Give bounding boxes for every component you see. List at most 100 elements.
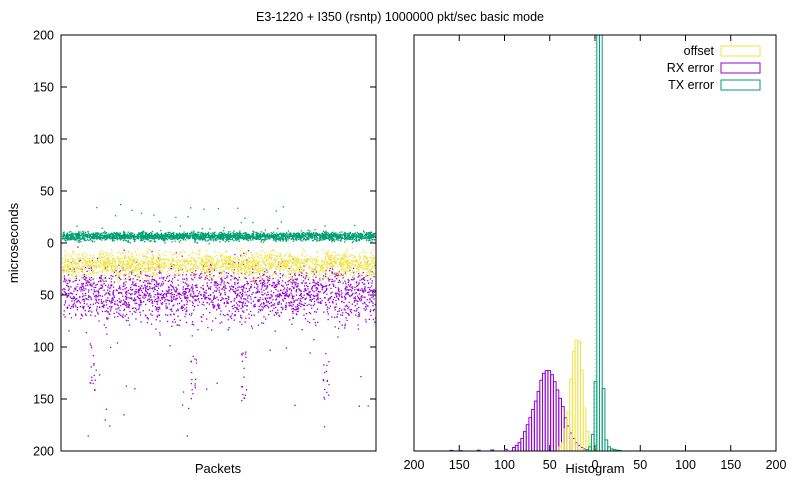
scatter-point bbox=[308, 293, 310, 295]
scatter-point bbox=[236, 270, 238, 272]
scatter-point bbox=[349, 266, 351, 268]
y-tick-label: 150 bbox=[33, 81, 54, 95]
scatter-point bbox=[228, 310, 230, 312]
scatter-point bbox=[148, 300, 150, 303]
scatter-point bbox=[281, 284, 283, 286]
scatter-point bbox=[373, 276, 375, 278]
scatter-point bbox=[152, 274, 155, 276]
scatter-point bbox=[269, 284, 271, 286]
scatter-point bbox=[224, 262, 226, 264]
scatter-point bbox=[62, 289, 64, 291]
scatter-point bbox=[102, 265, 104, 267]
scatter-point bbox=[307, 320, 309, 323]
scatter-point bbox=[297, 259, 300, 262]
scatter-point bbox=[276, 283, 278, 285]
scatter-point bbox=[205, 263, 207, 265]
scatter-point bbox=[360, 267, 363, 269]
scatter-point bbox=[324, 253, 326, 255]
scatter-point bbox=[295, 284, 297, 286]
scatter-point bbox=[93, 291, 95, 293]
scatter-point bbox=[314, 271, 316, 273]
scatter-point bbox=[240, 386, 243, 388]
scatter-point bbox=[284, 262, 286, 264]
scatter-point bbox=[181, 305, 183, 307]
scatter-point bbox=[192, 279, 194, 281]
scatter-point bbox=[317, 260, 319, 262]
scatter-point bbox=[124, 284, 126, 286]
scatter-point bbox=[89, 277, 91, 279]
scatter-point bbox=[292, 263, 294, 265]
scatter-point bbox=[254, 269, 256, 271]
scatter-point bbox=[247, 256, 250, 259]
scatter-point bbox=[223, 281, 225, 283]
scatter-point bbox=[277, 295, 280, 298]
scatter-point bbox=[154, 268, 156, 270]
scatter-point bbox=[106, 264, 109, 266]
scatter-point bbox=[117, 257, 119, 259]
scatter-point bbox=[167, 292, 169, 294]
scatter-point bbox=[357, 324, 359, 326]
scatter-point bbox=[122, 295, 124, 297]
scatter-point bbox=[270, 263, 273, 265]
scatter-point bbox=[179, 253, 181, 256]
scatter-point bbox=[272, 259, 275, 261]
scatter-point bbox=[302, 262, 304, 265]
scatter-point bbox=[115, 264, 117, 266]
scatter-point bbox=[296, 299, 299, 301]
scatter-point bbox=[254, 266, 256, 268]
scatter-point bbox=[121, 316, 124, 318]
scatter-point bbox=[112, 297, 114, 299]
scatter-point bbox=[79, 269, 81, 271]
scatter-point bbox=[363, 289, 365, 291]
scatter-point bbox=[267, 255, 269, 257]
scatter-point bbox=[372, 271, 375, 274]
scatter-point bbox=[63, 272, 65, 274]
scatter-point bbox=[191, 266, 194, 269]
scatter-point bbox=[138, 268, 140, 270]
scatter-point bbox=[156, 289, 158, 292]
scatter-point bbox=[283, 289, 285, 291]
scatter-point bbox=[240, 253, 242, 256]
scatter-point bbox=[263, 289, 265, 291]
scatter-point bbox=[192, 272, 194, 274]
scatter-point bbox=[332, 302, 334, 304]
scatter-point bbox=[247, 263, 249, 265]
scatter-point bbox=[158, 298, 160, 300]
scatter-point bbox=[67, 273, 69, 275]
scatter-point bbox=[119, 309, 121, 312]
scatter-point bbox=[185, 259, 188, 262]
scatter-point bbox=[371, 282, 373, 284]
scatter-point bbox=[106, 266, 109, 268]
scatter-point bbox=[222, 279, 224, 281]
scatter-point bbox=[247, 264, 249, 266]
scatter-point bbox=[293, 270, 296, 272]
scatter-point bbox=[184, 294, 186, 296]
scatter-point bbox=[80, 317, 82, 320]
scatter-point bbox=[194, 272, 197, 274]
scatter-point bbox=[261, 269, 263, 271]
scatter-point bbox=[286, 265, 288, 267]
scatter-point bbox=[358, 306, 360, 309]
scatter-point bbox=[220, 279, 222, 281]
scatter-point bbox=[338, 279, 340, 282]
scatter-point bbox=[88, 295, 90, 297]
scatter-point bbox=[99, 265, 101, 267]
scatter-point bbox=[233, 272, 235, 274]
scatter-point bbox=[335, 272, 337, 274]
scatter-point bbox=[302, 248, 304, 250]
scatter-point bbox=[241, 288, 243, 291]
scatter-point bbox=[222, 270, 225, 272]
scatter-point bbox=[218, 287, 220, 289]
scatter-point bbox=[269, 257, 271, 259]
scatter-point bbox=[111, 233, 113, 235]
scatter-point bbox=[329, 297, 331, 299]
scatter-point bbox=[80, 270, 82, 272]
scatter-point bbox=[338, 295, 340, 297]
scatter-point bbox=[77, 283, 79, 285]
scatter-point bbox=[212, 268, 214, 270]
scatter-point bbox=[96, 283, 98, 286]
scatter-point bbox=[296, 268, 298, 270]
scatter-point bbox=[344, 255, 346, 258]
scatter-point bbox=[212, 306, 214, 308]
scatter-point bbox=[292, 304, 294, 306]
